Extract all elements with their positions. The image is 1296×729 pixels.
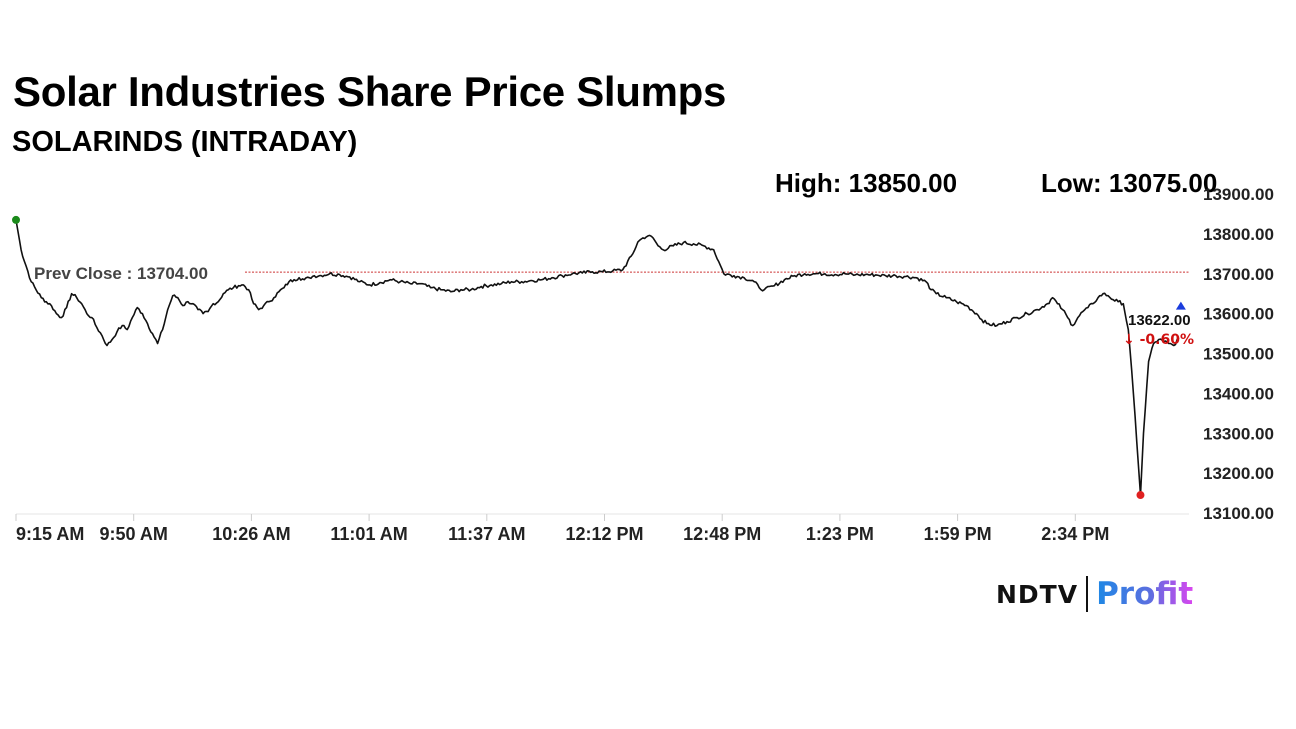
y-tick-label: 13200.00 <box>1203 464 1274 483</box>
y-tick-label: 13500.00 <box>1203 345 1274 364</box>
y-tick-label: 13600.00 <box>1203 305 1274 324</box>
x-tick-label: 12:48 PM <box>683 524 761 544</box>
last-price-label: 13622.00 <box>1128 312 1191 329</box>
change-percent-label: ↓ -0.60% <box>1123 332 1194 348</box>
last-price-marker <box>1176 302 1186 310</box>
x-tick-label: 9:15 AM <box>16 524 84 544</box>
x-tick-label: 11:37 AM <box>448 524 525 544</box>
logo-profit-text: Profit <box>1096 576 1193 612</box>
ndtv-profit-logo: NDTV Profit <box>996 574 1193 614</box>
y-tick-label: 13700.00 <box>1203 265 1274 284</box>
x-tick-label: 1:23 PM <box>806 524 874 544</box>
open-price-marker <box>12 216 20 224</box>
price-series-line <box>16 220 1179 495</box>
y-tick-label: 13800.00 <box>1203 225 1274 244</box>
x-tick-label: 10:26 AM <box>212 524 290 544</box>
y-tick-label: 13300.00 <box>1203 424 1274 443</box>
y-tick-label: 13900.00 <box>1203 185 1274 204</box>
x-tick-label: 12:12 PM <box>565 524 643 544</box>
day-low-marker <box>1136 491 1144 499</box>
prev-close-label: Prev Close : 13704.00 <box>34 264 208 283</box>
y-tick-label: 13400.00 <box>1203 384 1274 403</box>
x-tick-label: 11:01 AM <box>330 524 407 544</box>
logo-ndtv-text: NDTV <box>996 580 1078 609</box>
x-tick-label: 2:34 PM <box>1041 524 1109 544</box>
x-tick-label: 1:59 PM <box>924 524 992 544</box>
logo-divider <box>1086 576 1088 612</box>
y-tick-label: 13100.00 <box>1203 504 1274 523</box>
x-tick-label: 9:50 AM <box>100 524 168 544</box>
